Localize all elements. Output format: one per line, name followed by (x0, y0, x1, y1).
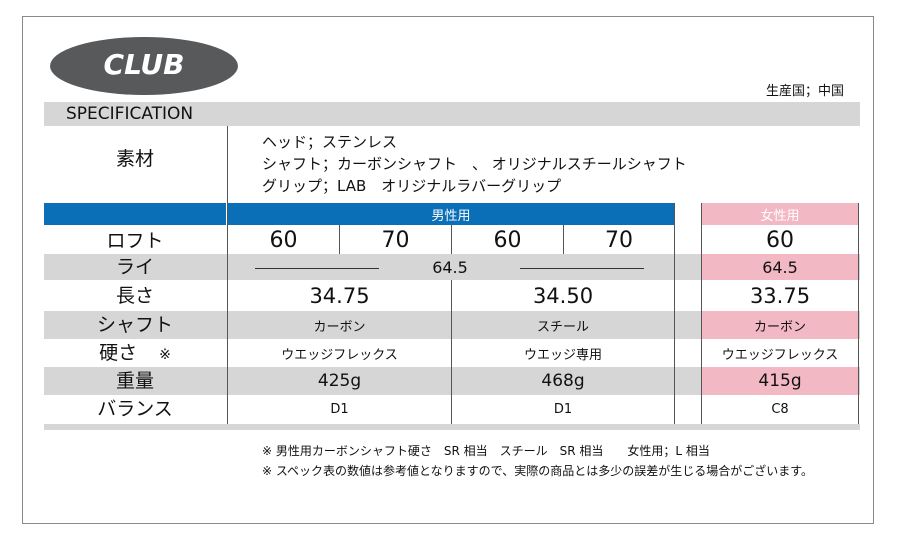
note-flex: ※ 男性用カーボンシャフト硬さ SR 相当 スチール SR 相当 女性用；L 相… (262, 444, 710, 458)
mens-header-left (44, 203, 226, 225)
lie-womens: 64.5 (762, 257, 798, 277)
loft-mens-4: 70 (605, 227, 633, 253)
row-label-length: 長さ (115, 285, 154, 307)
lie-line-left (255, 268, 379, 269)
womens-highlight-lie (702, 254, 858, 280)
row-label-loft: ロフト (106, 230, 164, 252)
label-divider (227, 126, 228, 424)
spec-header-bar (44, 102, 860, 126)
shaft-womens: カーボン (753, 319, 806, 335)
flex-mens-steel: ウエッジ専用 (523, 347, 602, 363)
balance-mens-steel: D1 (553, 401, 573, 417)
loft-womens: 60 (766, 227, 794, 253)
note-disclaimer: ※ スペック表の数値は参考値となりますので、実際の商品とは多少の誤差が生じる場合… (262, 464, 813, 478)
row-label-balance: バランス (97, 398, 173, 420)
length-womens: 33.75 (749, 284, 811, 308)
shaft-mens-carbon: カーボン (313, 319, 366, 335)
material-line: シャフト；カーボンシャフト 、 オリジナルスチールシャフト (262, 155, 687, 173)
lie-line-right (520, 268, 644, 269)
mens-right-border (674, 203, 675, 424)
balance-mens-carbon: D1 (330, 401, 349, 417)
loft-mens-2: 70 (381, 227, 410, 253)
length-mens-carbon: 34.75 (309, 284, 370, 308)
lie-mens: 64.5 (432, 257, 468, 277)
weight-womens: 415g (758, 371, 802, 391)
bottom-bar (44, 424, 860, 430)
row-label-weight: 重量 (115, 370, 154, 392)
mens-mid-divider (451, 280, 452, 424)
womens-highlight-weight (702, 367, 858, 395)
row-label-shaft: シャフト (96, 314, 173, 336)
material-line: ヘッド；ステンレス (262, 133, 398, 151)
row-label-lie: ライ (115, 256, 154, 278)
origin-label: 生産国；中国 (765, 84, 844, 99)
row-label-flex: 硬さ ※ (44, 339, 226, 369)
womens-highlight-shaft (702, 311, 858, 339)
weight-mens-steel: 468g (541, 371, 585, 391)
length-mens-steel: 34.50 (532, 284, 594, 308)
flex-note-mark: ※ (159, 347, 171, 363)
loft-divider-2 (451, 225, 452, 254)
loft-mens-1: 60 (269, 227, 298, 253)
loft-mens-3: 60 (493, 227, 522, 253)
club-badge (50, 37, 238, 95)
row-label-flex-text: 硬さ (99, 342, 138, 364)
womens-right-border (858, 203, 859, 424)
womens-left-border (701, 203, 702, 424)
flex-mens-carbon: ウエッジフレックス (281, 347, 398, 363)
balance-womens: C8 (771, 401, 789, 417)
flex-womens: ウエッジフレックス (721, 347, 839, 363)
spec-frame (22, 16, 874, 524)
spec-title: SPECIFICATION (66, 104, 194, 124)
shaft-mens-steel: スチール (536, 319, 589, 335)
material-label: 素材 (115, 148, 154, 170)
womens-header: 女性用 (702, 203, 858, 225)
loft-divider-3 (563, 225, 564, 254)
mens-header: 男性用 (228, 203, 674, 225)
material-text: ヘッド；ステンレス シャフト；カーボンシャフト 、 オリジナルスチールシャフト … (262, 131, 687, 197)
weight-mens-carbon: 425g (317, 371, 362, 391)
material-line: グリップ；LAB オリジナルラバーグリップ (262, 177, 562, 195)
club-badge-label: CLUB (103, 48, 185, 81)
loft-divider-1 (339, 225, 340, 254)
